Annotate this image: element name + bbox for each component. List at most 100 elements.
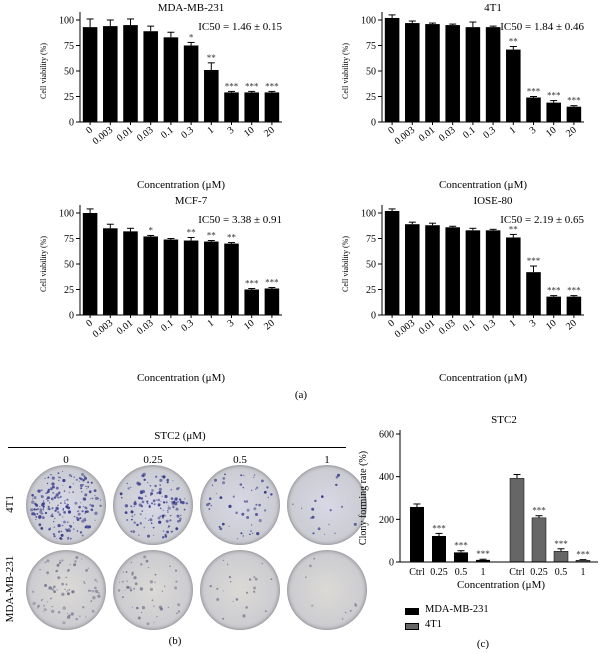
colony xyxy=(250,530,252,532)
colony xyxy=(179,500,182,503)
colony xyxy=(246,516,250,519)
colony xyxy=(159,478,163,482)
colony xyxy=(83,475,86,478)
x-tick-label: 0.1 xyxy=(461,125,478,141)
colony xyxy=(245,500,249,503)
colony xyxy=(97,591,100,594)
y-tick-label: 0 xyxy=(69,311,74,322)
x-axis-label: Concentration (μM) xyxy=(137,179,225,191)
colony xyxy=(158,487,162,491)
colony xyxy=(164,494,168,499)
colony xyxy=(57,472,60,475)
colony xyxy=(174,502,178,506)
colony xyxy=(157,498,160,502)
colony xyxy=(151,599,154,602)
x-tick-label: Ctrl xyxy=(409,567,425,578)
colony xyxy=(270,578,273,580)
colony xyxy=(158,605,162,609)
colony xyxy=(253,476,255,478)
bar-0-03 xyxy=(143,236,158,315)
colony xyxy=(139,522,142,525)
colony xyxy=(61,559,64,562)
colony xyxy=(177,519,180,523)
colony xyxy=(68,491,70,494)
colony xyxy=(145,559,149,563)
colony xyxy=(30,508,34,512)
bar-20 xyxy=(264,288,280,315)
colony xyxy=(58,476,60,478)
colony xyxy=(143,526,146,529)
y-tick-label: 100 xyxy=(361,209,376,220)
x-axis-label: Concentration (μM) xyxy=(137,372,225,384)
colony xyxy=(138,496,141,500)
colony xyxy=(152,515,154,517)
colony xyxy=(134,514,136,516)
colony xyxy=(335,483,338,487)
colony xyxy=(67,510,72,514)
colony xyxy=(209,585,212,588)
colony xyxy=(76,510,79,513)
colony xyxy=(67,569,70,572)
colony xyxy=(34,502,37,506)
legend-label-4t1: 4T1 xyxy=(425,619,442,630)
colony xyxy=(39,568,41,571)
colony xyxy=(141,500,145,504)
colony xyxy=(83,580,85,583)
colony xyxy=(236,538,239,540)
colony xyxy=(150,522,153,524)
colony xyxy=(95,496,99,500)
colony xyxy=(146,500,149,503)
colony xyxy=(242,614,246,618)
colony xyxy=(175,580,178,583)
bar-0-01 xyxy=(123,25,138,123)
colony xyxy=(66,521,69,524)
colony xyxy=(80,502,82,504)
x-tick-label: 10 xyxy=(544,318,559,333)
colony xyxy=(246,508,250,512)
colony-plate-4t1-0-5 xyxy=(200,465,280,545)
colony xyxy=(152,499,156,503)
colony xyxy=(56,569,59,571)
colony xyxy=(49,597,52,600)
colony xyxy=(148,504,151,507)
bar-0 xyxy=(82,213,98,315)
colony xyxy=(55,495,57,497)
colony xyxy=(124,589,126,591)
colony xyxy=(155,475,158,478)
colony xyxy=(321,495,324,498)
x-tick-label: 1 xyxy=(481,567,486,578)
x-tick-label: 10 xyxy=(242,318,257,333)
colony xyxy=(120,496,123,499)
colony xyxy=(175,569,177,572)
significance-marker: ** xyxy=(509,37,519,47)
colony xyxy=(241,512,245,516)
colony-concentration-label: 0.25 xyxy=(143,454,163,466)
colony xyxy=(250,524,253,526)
x-tick-label: 0.25 xyxy=(530,567,548,578)
bar-0-01 xyxy=(123,231,138,315)
colony xyxy=(49,502,51,504)
colony xyxy=(52,485,55,489)
colony-header-line xyxy=(8,447,346,448)
colony xyxy=(61,582,64,586)
colony xyxy=(174,497,178,501)
bar-0-01 xyxy=(425,225,440,315)
colony xyxy=(53,535,56,538)
colony xyxy=(242,474,245,477)
colony xyxy=(131,573,134,576)
colony xyxy=(334,532,336,535)
bar-3 xyxy=(526,97,541,122)
colony xyxy=(255,486,259,489)
x-tick-label: 10 xyxy=(242,125,257,140)
colony xyxy=(118,581,120,583)
colony xyxy=(248,578,252,581)
colony xyxy=(94,519,96,521)
colony xyxy=(124,504,129,508)
colony xyxy=(47,488,50,491)
colony xyxy=(78,510,80,512)
colony xyxy=(85,507,88,510)
x-tick-label: 0.03 xyxy=(135,125,156,144)
x-axis-label: Concentration (μM) xyxy=(439,179,527,191)
significance-marker: *** xyxy=(454,541,468,551)
